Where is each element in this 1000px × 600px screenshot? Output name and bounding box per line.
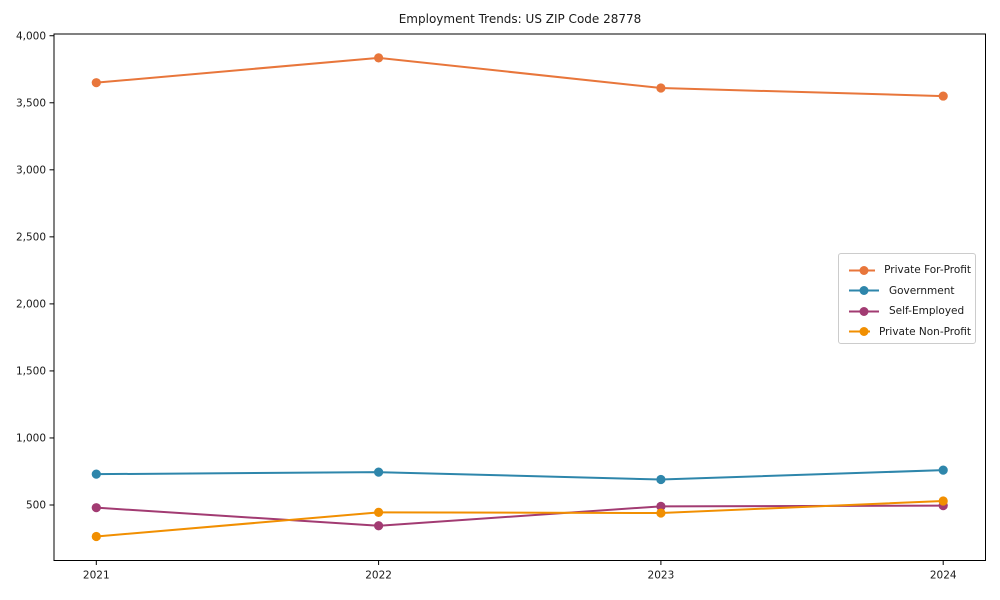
legend-item-label: Government: [889, 284, 955, 297]
legend-item-label: Private For-Profit: [884, 264, 971, 276]
data-point-marker: [656, 474, 666, 485]
legend-marker-icon: [849, 265, 876, 275]
data-point-marker: [374, 53, 384, 63]
data-point-marker: [374, 467, 384, 477]
chart-title: Employment Trends: US ZIP Code 28778: [399, 12, 642, 26]
data-point-marker: [656, 83, 666, 93]
series-line-private-non-profit: [95, 499, 945, 538]
data-point-marker: [374, 507, 384, 517]
data-point-marker: [91, 503, 101, 513]
y-tick-label: 500: [26, 500, 46, 512]
data-point-marker: [91, 531, 101, 542]
data-point-marker: [938, 496, 948, 506]
legend-item: Private Non-Profit: [848, 322, 971, 343]
data-point-marker: [91, 469, 101, 479]
y-tick-label: 1,500: [16, 366, 46, 378]
legend-item-label: Private Non-Profit: [878, 325, 971, 338]
data-point-marker: [938, 91, 948, 101]
legend-marker-icon: [849, 327, 870, 337]
legend-item-label: Self-Employed: [889, 305, 965, 317]
series-line-self-employed: [95, 504, 945, 527]
legend-marker-icon: [849, 306, 879, 316]
y-tick-label: 2,500: [16, 231, 46, 243]
legend-item: Government: [848, 281, 971, 302]
y-tick-label: 3,500: [16, 97, 46, 109]
data-point-marker: [938, 465, 948, 475]
data-point-marker: [656, 508, 666, 518]
legend-item: Private For-Profit: [848, 260, 971, 281]
x-tick-label: 2024: [930, 570, 957, 582]
x-tick-label: 2022: [365, 570, 392, 582]
y-tick-label: 1,000: [16, 433, 46, 445]
y-tick-label: 4,000: [16, 30, 46, 42]
series-line-private-for-profit: [95, 56, 945, 98]
x-tick-label: 2023: [648, 570, 675, 582]
data-point-marker: [656, 501, 666, 511]
legend: Private For-Profit Government Self-Employe…: [838, 253, 976, 344]
data-point-marker: [91, 78, 101, 88]
legend-marker-icon: [849, 286, 879, 296]
y-tick-label: 3,000: [16, 164, 46, 176]
x-tick-label: 2021: [83, 570, 110, 582]
y-tick-label: 2,000: [16, 298, 46, 310]
data-point-marker: [374, 521, 384, 531]
legend-item: Self-Employed: [848, 301, 971, 322]
series-line-government: [95, 469, 945, 481]
plot-border: [53, 33, 986, 561]
